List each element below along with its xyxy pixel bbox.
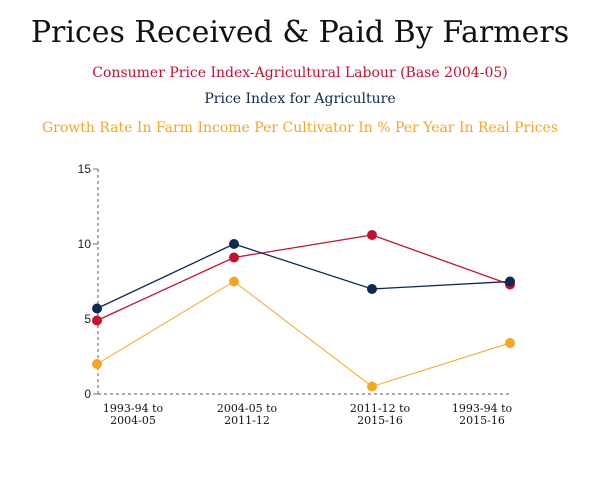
x-tick-label-line: 1993-94 to xyxy=(103,402,164,415)
x-tick-label: 2011-12 to 2015-16 xyxy=(350,402,411,427)
y-tick-label: 10 xyxy=(78,237,92,251)
y-tick-label: 5 xyxy=(84,312,91,326)
x-tick-label-line: 1993-94 to xyxy=(452,402,513,415)
chart-title: Prices Received & Paid By Farmers xyxy=(31,15,569,50)
x-tick-label: 1993-94 to 2004-05 xyxy=(103,402,164,427)
data-point xyxy=(367,284,377,294)
x-tick-label: 2004-05 to 2011-12 xyxy=(217,402,278,427)
data-point xyxy=(229,252,239,263)
y-tick-label: 15 xyxy=(78,162,92,176)
data-point xyxy=(505,338,515,348)
x-tick-label-line: 2011-12 to xyxy=(350,402,411,415)
series-line xyxy=(96,234,511,322)
x-tick-label-line: 2015-16 xyxy=(459,414,505,427)
x-tick-label-line: 2015-16 xyxy=(357,414,403,427)
series-line xyxy=(96,243,511,310)
data-point xyxy=(505,276,515,287)
legend-entry-price-index-agriculture: Price Index for Agriculture xyxy=(204,91,395,107)
x-tick-label-line: 2011-12 xyxy=(224,414,270,427)
data-point xyxy=(229,276,239,287)
data-point xyxy=(92,315,102,326)
legend-entry-cpi-agricultural-labour: Consumer Price Index-Agricultural Labour… xyxy=(92,65,507,81)
data-point xyxy=(367,230,377,240)
x-tick-label-line: 2004-05 to xyxy=(217,402,278,415)
data-point xyxy=(92,359,102,369)
x-tick-label: 1993-94 to 2015-16 xyxy=(452,402,513,427)
y-tick-label: 0 xyxy=(84,387,91,401)
data-point xyxy=(367,381,377,392)
y-axis-ticks: 0 5 10 15 xyxy=(78,162,98,401)
series-line xyxy=(96,280,511,388)
data-point xyxy=(229,239,239,249)
x-tick-label-line: 2004-05 xyxy=(110,414,156,427)
data-point xyxy=(92,303,102,314)
series-lines xyxy=(96,234,511,388)
legend-entry-farm-income-growth: Growth Rate In Farm Income Per Cultivato… xyxy=(42,120,558,136)
series-points xyxy=(92,230,515,392)
